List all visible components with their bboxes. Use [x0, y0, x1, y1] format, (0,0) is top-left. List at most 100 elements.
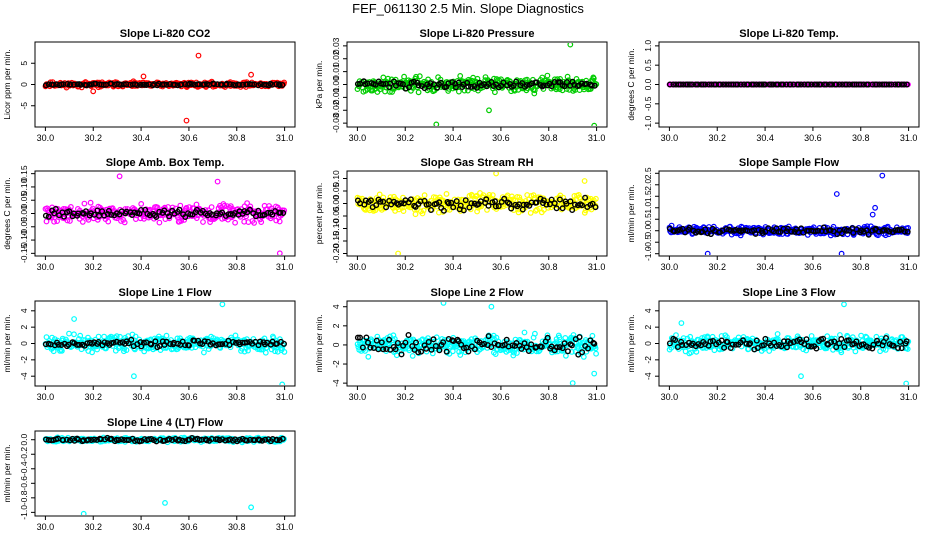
- chart-panel: Slope Li-820 Temp.degrees C per min.30.0…: [626, 28, 920, 143]
- data-point-outlier: [903, 380, 910, 385]
- data-point: [544, 72, 551, 79]
- x-tick-label: 30.8: [540, 392, 558, 402]
- data-point: [105, 218, 112, 225]
- y-tick-label: 0.0: [19, 434, 29, 446]
- data-point-overlay: [187, 211, 194, 218]
- x-tick-label: 30.4: [132, 392, 150, 402]
- data-point-overlay: [833, 81, 840, 88]
- data-point: [232, 219, 239, 226]
- data-point-overlay: [387, 346, 394, 353]
- data-point-overlay: [201, 338, 208, 345]
- data-point-overlay: [843, 227, 850, 234]
- data-point-overlay: [886, 81, 893, 88]
- data-point: [532, 330, 538, 337]
- data-point-overlay: [815, 227, 822, 234]
- y-tick-label: 1.0: [643, 202, 653, 214]
- data-point: [556, 334, 563, 341]
- data-point-overlay: [860, 228, 867, 235]
- data-point: [511, 349, 517, 356]
- data-point-overlay: [901, 228, 908, 235]
- y-tick-label: -0.03: [331, 113, 341, 133]
- data-point-overlay: [152, 338, 159, 345]
- data-point-overlay: [795, 81, 802, 88]
- data-point-overlay: [166, 213, 173, 220]
- data-point-overlay: [176, 206, 183, 213]
- data-point-overlay: [777, 228, 784, 235]
- data-point: [366, 207, 373, 214]
- data-point-overlay: [828, 339, 835, 346]
- data-point-overlay: [372, 81, 379, 88]
- data-point-overlay: [808, 81, 815, 88]
- data-point-overlay: [762, 228, 769, 235]
- x-tick-label: 30.6: [180, 133, 198, 143]
- y-tick-label: 0: [19, 82, 29, 87]
- points-layer: [666, 81, 911, 88]
- data-point: [272, 348, 278, 355]
- data-point-outlier: [486, 107, 492, 114]
- data-point-outlier: [704, 250, 711, 255]
- data-point-overlay: [485, 333, 492, 340]
- x-tick-label: 30.4: [756, 262, 774, 272]
- y-tick-label: -4: [19, 372, 29, 380]
- data-point-outlier: [395, 250, 401, 255]
- data-point-overlay: [823, 81, 830, 88]
- data-point: [193, 215, 200, 222]
- data-point-overlay: [52, 205, 59, 212]
- data-point-overlay: [732, 341, 739, 348]
- data-point-overlay: [483, 196, 490, 203]
- data-point-overlay: [750, 81, 757, 88]
- data-point: [262, 349, 269, 356]
- x-tick-label: 31.0: [588, 133, 606, 143]
- data-point-overlay: [95, 339, 102, 346]
- x-tick-label: 30.4: [132, 262, 150, 272]
- data-point: [849, 334, 856, 341]
- data-point-overlay: [579, 349, 586, 356]
- y-tick-label: -4: [331, 379, 341, 387]
- data-point-outlier: [71, 316, 77, 322]
- data-point-overlay: [50, 81, 57, 88]
- data-point-outlier: [183, 117, 190, 124]
- data-point-overlay: [568, 342, 575, 349]
- data-point-outlier: [833, 191, 840, 197]
- data-point-overlay: [230, 339, 237, 346]
- y-tick-label: 0.02: [331, 50, 341, 67]
- x-tick-label: 30.0: [349, 392, 367, 402]
- y-axis-label: ml/min per min.: [2, 314, 12, 372]
- x-tick-label: 30.6: [492, 262, 510, 272]
- data-point: [409, 353, 416, 359]
- data-point: [474, 208, 481, 215]
- points-layer: [354, 43, 600, 126]
- data-point-overlay: [543, 201, 550, 208]
- data-point-overlay: [166, 436, 173, 443]
- data-point-overlay: [745, 81, 752, 88]
- data-point: [530, 192, 537, 199]
- data-point-overlay: [359, 344, 366, 351]
- data-point-overlay: [155, 80, 162, 87]
- data-point-overlay: [523, 82, 530, 89]
- data-point-overlay: [156, 208, 163, 215]
- data-point-overlay: [569, 206, 576, 213]
- data-point-overlay: [692, 81, 699, 88]
- points-layer: [666, 172, 911, 255]
- data-point: [387, 333, 393, 340]
- x-tick-label: 31.0: [588, 392, 606, 402]
- chart-title: Slope Li-820 Temp.: [739, 28, 838, 40]
- data-point-overlay: [108, 211, 115, 218]
- data-point-overlay: [812, 228, 819, 235]
- data-point-overlay: [732, 226, 739, 233]
- data-point-overlay: [563, 79, 570, 86]
- data-point-outlier: [678, 320, 685, 327]
- data-point: [385, 75, 391, 82]
- data-point: [456, 348, 463, 355]
- y-tick-label: 4: [331, 304, 341, 309]
- x-tick-label: 31.0: [900, 392, 918, 402]
- data-point-overlay: [236, 436, 243, 443]
- x-tick-label: 30.4: [444, 262, 462, 272]
- y-tick-label: -0.4: [19, 461, 29, 476]
- y-tick-label: -0.05: [19, 217, 29, 237]
- data-point-overlay: [413, 339, 420, 346]
- x-tick-label: 30.6: [804, 392, 822, 402]
- x-tick-label: 30.4: [132, 133, 150, 143]
